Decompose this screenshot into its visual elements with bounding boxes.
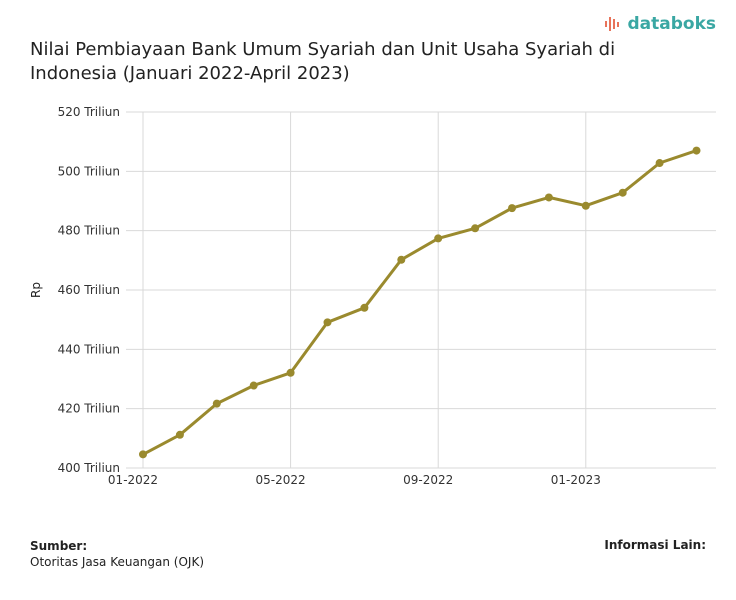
y-tick-label: 440 Triliun	[58, 342, 120, 356]
chart-grid	[126, 111, 716, 469]
y-axis-label: Rp	[29, 282, 43, 298]
y-tick-label: 480 Triliun	[58, 224, 120, 238]
data-point	[508, 204, 516, 213]
series-line	[142, 149, 697, 456]
data-point	[212, 399, 221, 408]
data-point	[139, 450, 147, 459]
source-value: Otoritas Jasa Keuangan (OJK)	[30, 555, 205, 569]
brand-name: databoks	[627, 14, 716, 34]
data-point	[434, 234, 443, 243]
data-point	[360, 303, 369, 312]
x-tick-label: 01-2022	[108, 473, 158, 487]
info-label: Informasi Lain:	[604, 538, 706, 552]
y-tick-label: 420 Triliun	[58, 402, 120, 416]
data-point	[655, 159, 664, 168]
source-label: Sumber:	[30, 539, 88, 553]
y-axis: 400 Triliun 420 Triliun 440 Triliun 460 Tri…	[58, 105, 120, 475]
data-point	[471, 224, 480, 233]
data-point	[175, 430, 184, 439]
y-tick-label: 520 Triliun	[58, 105, 120, 119]
data-point	[397, 255, 406, 264]
data-point	[544, 193, 553, 202]
series-points	[139, 146, 701, 459]
data-point	[286, 368, 295, 377]
data-point	[581, 201, 590, 210]
logo-bars-icon	[605, 17, 620, 31]
data-point	[692, 146, 701, 155]
chart-title: Nilai Pembiayaan Bank Umum Syariah dan U…	[30, 39, 616, 84]
x-tick-label: 01-2023	[551, 473, 601, 487]
y-tick-label: 460 Triliun	[58, 283, 120, 297]
data-point	[249, 381, 258, 390]
y-tick-label: 500 Triliun	[58, 164, 120, 178]
x-axis: 01-2022 05-2022 09-2022 01-2023	[108, 473, 601, 487]
x-tick-label: 09-2022	[403, 473, 453, 487]
x-tick-label: 05-2022	[256, 473, 306, 487]
data-point	[323, 318, 332, 327]
data-point	[618, 188, 627, 197]
source-block: Sumber: Otoritas Jasa Keuangan (OJK)	[30, 538, 204, 570]
y-tick-label: 400 Triliun	[58, 461, 120, 475]
databoks-logo: databoks	[605, 14, 716, 34]
